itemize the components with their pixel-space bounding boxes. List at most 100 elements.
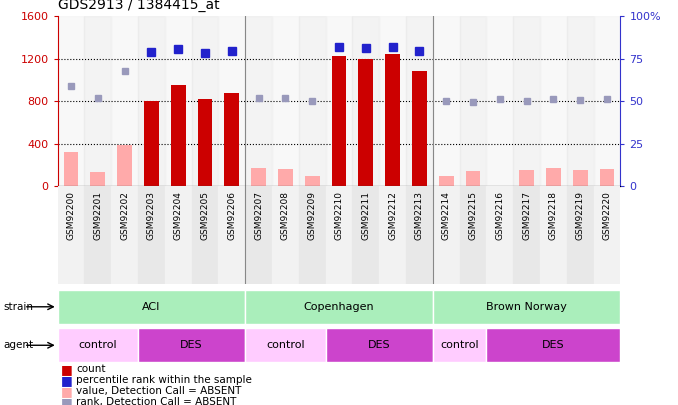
Bar — [58, 328, 138, 362]
Text: GSM92215: GSM92215 — [468, 191, 477, 240]
Bar — [245, 16, 272, 186]
Bar — [567, 16, 593, 186]
Text: GSM92219: GSM92219 — [576, 191, 584, 240]
Bar — [218, 16, 245, 186]
Bar — [138, 328, 245, 362]
Bar — [546, 168, 561, 186]
Text: GSM92208: GSM92208 — [281, 191, 290, 240]
Text: GSM92201: GSM92201 — [94, 191, 102, 240]
Bar — [433, 16, 460, 186]
Bar — [272, 16, 299, 186]
Bar — [325, 186, 353, 284]
Bar — [245, 328, 325, 362]
Text: control: control — [79, 340, 117, 350]
Text: ■: ■ — [61, 374, 73, 387]
Text: ■: ■ — [61, 363, 73, 376]
Text: agent: agent — [3, 340, 33, 350]
Bar — [171, 85, 186, 186]
Bar — [593, 16, 620, 186]
Bar — [379, 16, 406, 186]
Text: GSM92205: GSM92205 — [201, 191, 210, 240]
Text: control: control — [266, 340, 304, 350]
Bar — [486, 186, 513, 284]
Bar — [85, 186, 111, 284]
Bar — [353, 16, 379, 186]
Bar — [192, 16, 218, 186]
Text: GSM92218: GSM92218 — [549, 191, 558, 240]
Bar — [111, 16, 138, 186]
Bar — [144, 101, 159, 186]
Text: GSM92217: GSM92217 — [522, 191, 531, 240]
Text: ■: ■ — [61, 385, 73, 398]
Bar — [519, 171, 534, 186]
Text: DES: DES — [180, 340, 203, 350]
Bar — [406, 186, 433, 284]
Text: GSM92213: GSM92213 — [415, 191, 424, 240]
Bar — [165, 16, 192, 186]
Bar — [325, 328, 433, 362]
Text: Copenhagen: Copenhagen — [304, 302, 374, 312]
Text: control: control — [440, 340, 479, 350]
Bar — [245, 186, 272, 284]
Bar — [353, 186, 379, 284]
Text: GDS2913 / 1384415_at: GDS2913 / 1384415_at — [58, 0, 219, 13]
Bar — [245, 290, 433, 324]
Bar — [513, 186, 540, 284]
Text: GSM92214: GSM92214 — [441, 191, 451, 240]
Text: GSM92216: GSM92216 — [496, 191, 504, 240]
Bar — [359, 59, 373, 186]
Bar — [567, 186, 593, 284]
Text: GSM92206: GSM92206 — [227, 191, 237, 240]
Text: GSM92200: GSM92200 — [66, 191, 75, 240]
Bar — [138, 16, 165, 186]
Text: rank, Detection Call = ABSENT: rank, Detection Call = ABSENT — [76, 397, 237, 405]
Bar — [58, 186, 85, 284]
Bar — [272, 186, 299, 284]
Bar — [486, 16, 513, 186]
Text: DES: DES — [368, 340, 391, 350]
Bar — [278, 169, 293, 186]
Bar — [433, 290, 620, 324]
Bar — [192, 186, 218, 284]
Bar — [299, 16, 325, 186]
Text: GSM92210: GSM92210 — [334, 191, 344, 240]
Text: GSM92207: GSM92207 — [254, 191, 263, 240]
Bar — [599, 169, 614, 186]
Text: GSM92202: GSM92202 — [120, 191, 129, 240]
Bar — [433, 328, 486, 362]
Bar — [111, 186, 138, 284]
Text: DES: DES — [542, 340, 565, 350]
Bar — [593, 186, 620, 284]
Bar — [460, 186, 486, 284]
Bar — [573, 170, 588, 186]
Bar — [486, 328, 620, 362]
Text: GSM92204: GSM92204 — [174, 191, 182, 240]
Bar — [58, 290, 245, 324]
Bar — [406, 16, 433, 186]
Bar — [224, 93, 239, 186]
Text: ACI: ACI — [142, 302, 161, 312]
Bar — [85, 16, 111, 186]
Text: GSM92212: GSM92212 — [388, 191, 397, 240]
Bar — [198, 99, 212, 186]
Text: value, Detection Call = ABSENT: value, Detection Call = ABSENT — [76, 386, 241, 396]
Text: GSM92209: GSM92209 — [308, 191, 317, 240]
Bar — [379, 186, 406, 284]
Bar — [58, 16, 85, 186]
Bar — [332, 55, 346, 186]
Bar — [299, 186, 325, 284]
Text: percentile rank within the sample: percentile rank within the sample — [76, 375, 252, 385]
Text: count: count — [76, 364, 106, 374]
Bar — [325, 16, 353, 186]
Bar — [218, 186, 245, 284]
Bar — [460, 16, 486, 186]
Text: strain: strain — [3, 302, 33, 312]
Bar — [138, 186, 165, 284]
Text: ■: ■ — [61, 396, 73, 405]
Bar — [385, 54, 400, 186]
Bar — [90, 173, 105, 186]
Bar — [433, 186, 460, 284]
Bar — [540, 16, 567, 186]
Bar — [252, 168, 266, 186]
Bar — [466, 171, 480, 186]
